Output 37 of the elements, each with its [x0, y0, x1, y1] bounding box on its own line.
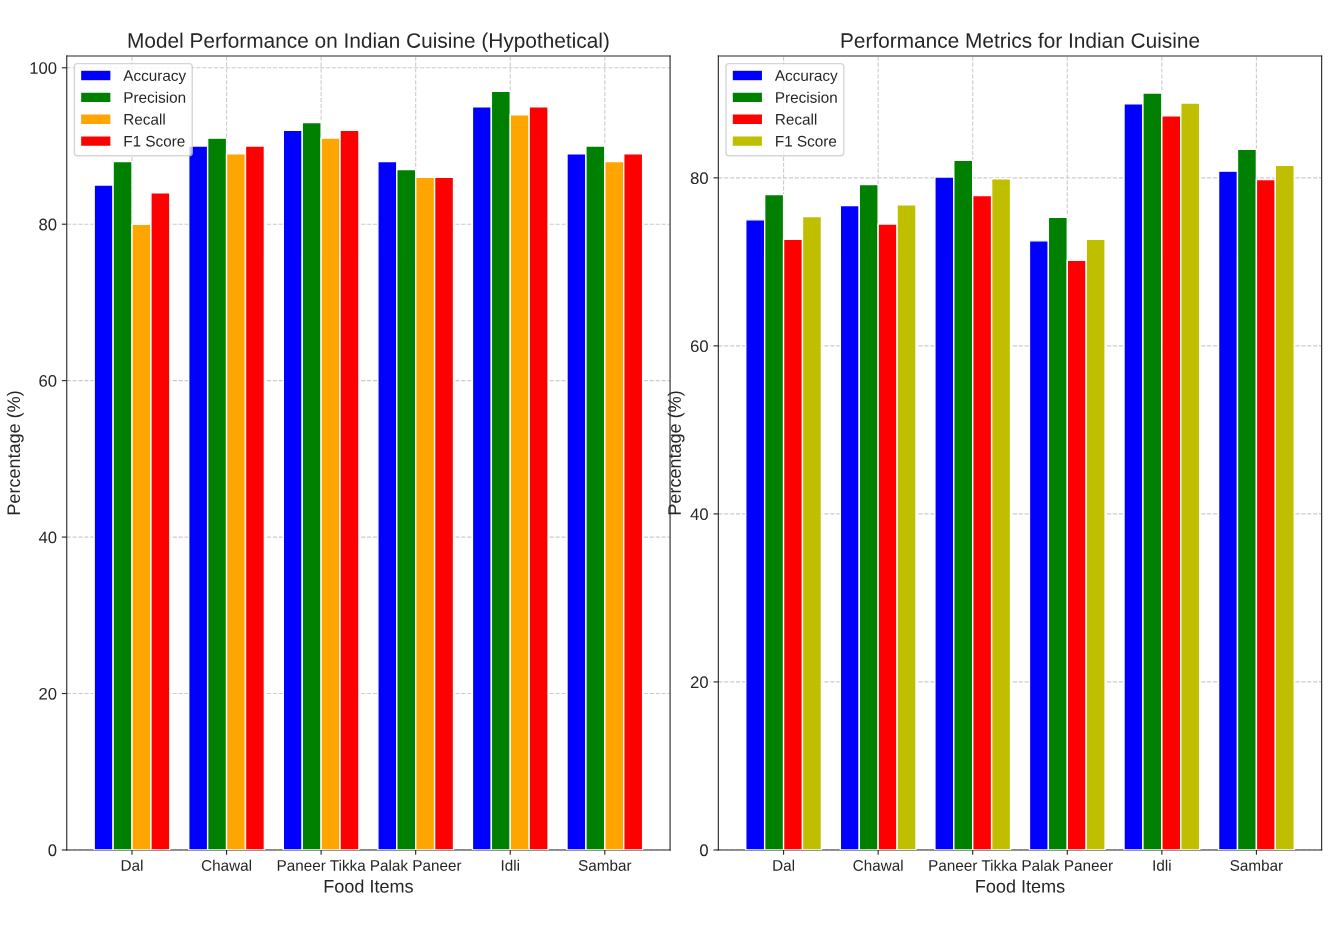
- legend-label: F1 Score: [124, 135, 185, 147]
- x-tick-label: Chawal: [853, 859, 903, 871]
- x-tick-label: Paneer Tikka: [929, 859, 1018, 871]
- legend-label: Recall: [776, 113, 817, 125]
- x-axis-title: Food Items: [324, 879, 413, 893]
- x-tick-label: Dal: [773, 859, 795, 871]
- x-tick-label: Idli: [501, 859, 519, 871]
- legend-label: Precision: [124, 91, 186, 103]
- x-axis-title: Food Items: [976, 879, 1065, 893]
- x-tick-label: Sambar: [1230, 859, 1283, 871]
- y-tick-label: 40: [690, 508, 708, 521]
- y-tick-label: 80: [39, 218, 57, 231]
- legend-label: F1 Score: [776, 135, 837, 147]
- x-tick-label: Palak Paneer: [371, 859, 462, 871]
- legend-label: Accuracy: [123, 70, 187, 85]
- legend-label: Accuracy: [774, 70, 838, 85]
- x-tick-label: Sambar: [578, 859, 632, 871]
- x-tick-label: Idli: [1153, 859, 1171, 871]
- y-tick-label: 0: [699, 844, 708, 857]
- y-tick-label: 60: [39, 375, 57, 387]
- x-tick-label: Chawal: [201, 859, 252, 871]
- y-tick-label: 20: [39, 687, 57, 700]
- y-tick-label: 20: [690, 676, 708, 689]
- y-axis-title: Percentage (%): [667, 391, 685, 515]
- legend-label: Recall: [124, 113, 165, 125]
- x-tick-label: Dal: [121, 859, 143, 871]
- y-tick-label: 40: [38, 531, 57, 544]
- chart-title: Model Performance on Indian Cuisine (Hypothetical): [128, 32, 609, 53]
- x-tick-label: Paneer Tikka: [277, 859, 366, 871]
- x-tick-label: Palak Paneer: [1022, 859, 1113, 871]
- y-tick-label: 60: [690, 340, 708, 353]
- y-tick-label: 0: [48, 844, 57, 857]
- legend-label: Precision: [776, 91, 837, 103]
- y-tick-label: 80: [690, 172, 708, 185]
- chart-title: Performance Metrics for Indian Cuisine: [841, 32, 1200, 48]
- y-tick-label: 100: [30, 62, 57, 74]
- y-axis-title: Percentage (%): [6, 391, 24, 515]
